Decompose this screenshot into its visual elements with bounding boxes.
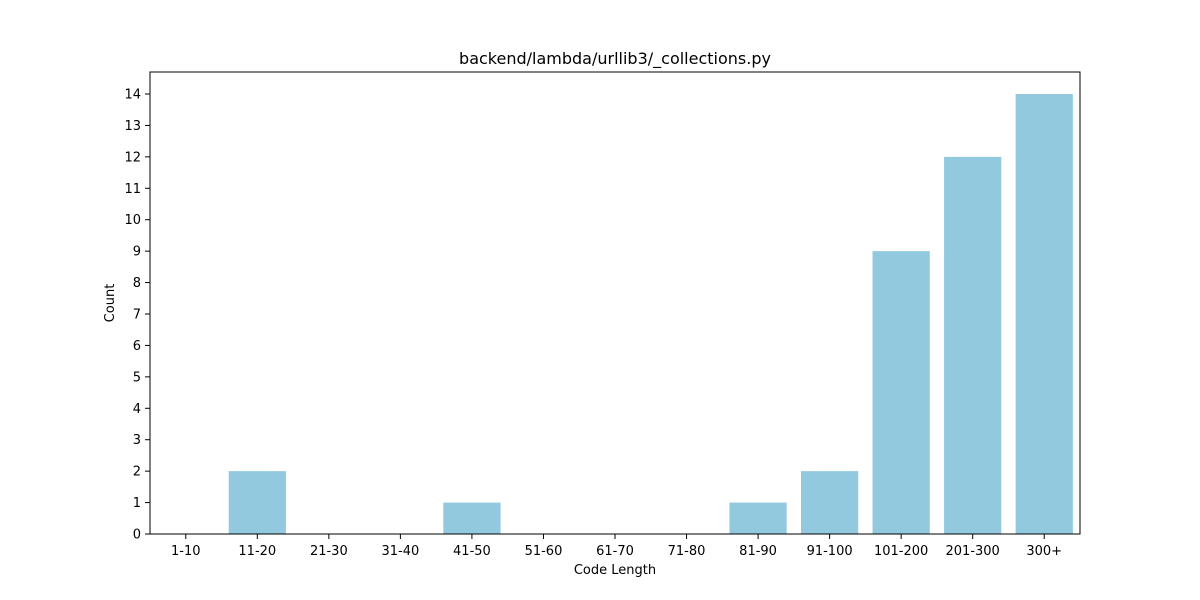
x-tick-label: 31-40 [381,544,419,559]
y-tick-label: 8 [133,276,141,291]
x-tick-label: 201-300 [946,544,1000,559]
y-tick-label: 10 [124,213,141,228]
x-tick-label: 41-50 [453,544,491,559]
y-tick-label: 1 [133,496,141,511]
y-tick-label: 13 [124,119,141,134]
y-tick-label: 12 [124,150,141,165]
bar-300+ [1015,94,1073,534]
y-tick-label: 9 [133,245,141,260]
y-axis-label: Count [103,284,118,323]
bar-101-200 [872,251,930,534]
y-tick-label: 4 [133,402,141,417]
y-tick-label: 0 [133,528,141,543]
x-axis: 1-10 11-20 21-30 31-40 41-50 51-60 61-70 71-80 8… [171,534,1062,559]
y-tick-label: 14 [124,88,141,103]
bar-91-100 [801,471,859,534]
y-tick-label: 2 [133,465,141,480]
y-tick-label: 7 [133,308,141,323]
x-axis-label: Code Length [574,563,656,578]
y-tick-label: 3 [133,433,141,448]
x-tick-label: 81-90 [739,544,777,559]
x-tick-label: 101-200 [874,544,928,559]
bar-201-300 [944,156,1002,534]
plot-frame [149,71,1081,535]
x-tick-label: 91-100 [807,544,853,559]
x-tick-label: 61-70 [596,544,634,559]
bar-41-50 [443,502,501,534]
x-tick-label: 21-30 [310,544,348,559]
chart-title: backend/lambda/urllib3/_collections.py [459,49,771,69]
bar-81-90 [729,502,787,534]
x-tick-label: 51-60 [525,544,563,559]
bar-11-20 [228,471,286,534]
x-tick-label: 300+ [1026,544,1062,559]
y-tick-label: 6 [133,339,141,354]
x-tick-label: 71-80 [668,544,706,559]
y-tick-label: 5 [133,370,141,385]
bars-group [228,94,1073,534]
y-tick-label: 11 [124,182,141,197]
x-tick-label: 11-20 [238,544,276,559]
x-tick-label: 1-10 [171,544,201,559]
